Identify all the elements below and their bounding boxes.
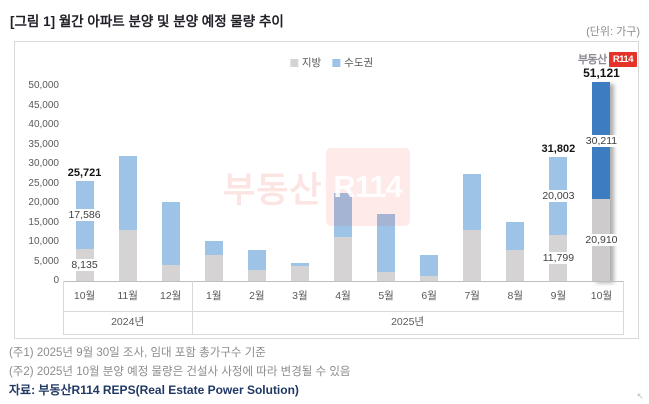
x-axis-month-label: 10월: [73, 290, 96, 302]
metro-data-label: 30,211: [584, 134, 619, 147]
brand-logo-badge-icon: R114: [608, 51, 637, 67]
unit-label: (단위: 가구): [586, 26, 640, 38]
x-axis-month-label: 2월: [249, 290, 265, 302]
segment-metro: [463, 173, 482, 230]
stacked-bar-11월-1: [118, 156, 137, 281]
brand-logo-text: 부동산: [577, 54, 607, 66]
segment-regional: [506, 250, 525, 281]
segment-metro: [161, 201, 180, 265]
x-axis-month-label: 1월: [206, 290, 222, 302]
legend-label-metro: 수도권: [344, 57, 374, 69]
segment-regional: [161, 264, 180, 281]
stacked-bar-3월-5: [290, 262, 309, 281]
y-axis-tick-label: 50,000: [28, 80, 59, 91]
stacked-bar-10월-12: [592, 81, 611, 281]
total-data-label: 51,121: [583, 65, 620, 80]
x-axis-year-label: 2025년: [391, 316, 425, 328]
x-axis-month-label: 8월: [507, 290, 524, 302]
total-data-label: 31,802: [541, 142, 576, 155]
y-axis-tick-label: 40,000: [28, 119, 59, 130]
y-axis-tick-label: 30,000: [28, 158, 59, 169]
stacked-bar-12월-2: [161, 201, 180, 281]
figure-title: [그림 1] 월간 아파트 분양 및 분양 예정 물량 추이: [10, 14, 284, 29]
chart-panel: 지방 수도권 부동산 R114 부동산 R114 25,721 17,586 8,1…: [14, 41, 639, 339]
y-axis-tick-label: 35,000: [28, 138, 59, 150]
regional-data-label: 11,799: [541, 252, 576, 264]
x-axis-month-label: 9월: [550, 290, 567, 302]
metro-data-label: 20,003: [541, 189, 576, 202]
x-axis-month-label: 6월: [421, 290, 437, 302]
segment-metro: [334, 193, 352, 237]
segment-metro: [290, 262, 309, 267]
x-axis-month-label: 3월: [292, 290, 308, 302]
x-axis-month-label: 10월: [590, 290, 613, 302]
legend-swatch-metro: [332, 58, 341, 67]
x-axis-year-label: 2024년: [111, 316, 145, 328]
plot-area: 25,721 17,586 8,135 31,802 20,003 11,799 51,12…: [63, 42, 623, 281]
y-axis-tick-label: 20,000: [28, 197, 59, 208]
stacked-bar-7월-9: [463, 173, 482, 281]
x-axis-month-label: 11월: [117, 290, 138, 302]
axis-bottom-line: [63, 334, 624, 335]
segment-metro: [118, 156, 137, 231]
stacked-bar-2월-4: [247, 249, 266, 281]
segment-regional: [334, 236, 352, 281]
x-axis-month-label: 5월: [378, 290, 394, 302]
stacked-bar-8월-10: [506, 222, 525, 281]
segment-metro: [420, 255, 439, 276]
axis-group-separator: [623, 281, 624, 335]
segment-metro: [506, 222, 525, 251]
mouse-cursor-artifact: ↖: [636, 391, 644, 401]
stacked-bar-1월-3: [204, 241, 223, 281]
note-2: (주2) 2025년 10월 분양 예정 물량은 건설사 사정에 따라 변경될 …: [9, 366, 351, 378]
segment-metro: [204, 241, 223, 255]
x-axis-month-label: 12월: [160, 290, 182, 302]
axis-divider-line: [63, 311, 624, 312]
x-axis-month-label: 7월: [464, 290, 480, 302]
y-axis-tick-label: 10,000: [28, 236, 59, 247]
note-1: (주1) 2025년 9월 30일 조사, 임대 포함 총가구수 기준: [9, 347, 266, 359]
stacked-bar-4월-6: [334, 193, 352, 281]
total-data-label: 25,721: [67, 166, 102, 179]
chart-legend: 지방 수도권: [289, 55, 373, 70]
legend-item-regional: 지방: [289, 55, 322, 70]
segment-regional: [377, 272, 396, 281]
axis-group-separator: [63, 281, 64, 335]
stacked-bar-6월-8: [420, 255, 439, 281]
regional-data-label: 8,135: [70, 259, 99, 272]
axis-group-separator: [192, 281, 194, 335]
legend-swatch-regional: [289, 58, 298, 67]
segment-metro: [377, 213, 396, 273]
brand-logo: 부동산 R114: [578, 51, 637, 67]
y-axis-tick-label: 5,000: [33, 255, 59, 267]
segment-regional: [204, 254, 223, 281]
y-axis-tick-label: 25,000: [28, 177, 59, 189]
segment-regional: [290, 266, 309, 281]
segment-regional: [118, 230, 137, 281]
stacked-bar-5월-7: [377, 213, 396, 281]
legend-item-metro: 수도권: [332, 55, 373, 70]
segment-regional: [420, 275, 439, 281]
segment-regional: [463, 229, 482, 281]
source-line: 자료: 부동산R114 REPS(Real Estate Power Solut…: [9, 383, 299, 397]
y-axis-tick-label: 15,000: [28, 216, 59, 228]
y-axis-tick-label: 0: [53, 275, 59, 286]
segment-regional: [247, 269, 266, 281]
y-axis-tick-label: 45,000: [28, 99, 59, 111]
regional-data-label: 20,910: [584, 234, 619, 247]
metro-data-label: 17,586: [67, 208, 102, 221]
x-axis-month-label: 4월: [335, 290, 351, 302]
legend-label-regional: 지방: [301, 57, 322, 69]
segment-metro: [247, 249, 266, 270]
x-axis-line: [63, 281, 624, 282]
